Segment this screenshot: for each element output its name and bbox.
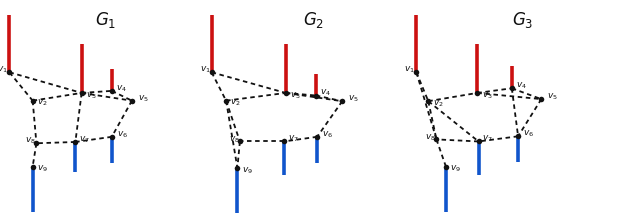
Text: $v_{5}$: $v_{5}$ [348,94,359,104]
Text: $G_2$: $G_2$ [303,10,325,30]
Text: $v_{9}$: $v_{9}$ [37,164,48,174]
Text: $v_{5}$: $v_{5}$ [138,93,148,104]
Text: $v_{4}$: $v_{4}$ [116,83,127,94]
Text: $v_{6}$: $v_{6}$ [117,129,128,140]
Text: $v_{7}$: $v_{7}$ [482,134,493,144]
Text: $v_{1}$: $v_{1}$ [0,65,8,75]
Text: $v_{4}$: $v_{4}$ [516,81,527,91]
Text: $v_{8}$: $v_{8}$ [229,134,239,145]
Text: $v_{8}$: $v_{8}$ [25,136,36,147]
Text: $v_{8}$: $v_{8}$ [425,132,436,143]
Text: $v_{3}$: $v_{3}$ [290,90,301,101]
Text: $v_{2}$: $v_{2}$ [433,98,443,109]
Text: $v_{9}$: $v_{9}$ [242,165,252,176]
Text: $v_{3}$: $v_{3}$ [482,90,492,101]
Text: $v_{5}$: $v_{5}$ [547,92,558,102]
Text: $v_{6}$: $v_{6}$ [322,129,333,140]
Text: $v_{6}$: $v_{6}$ [523,129,534,139]
Text: $v_{7}$: $v_{7}$ [79,134,90,145]
Text: $v_{2}$: $v_{2}$ [230,97,241,108]
Text: $v_{9}$: $v_{9}$ [450,164,461,174]
Text: $v_{4}$: $v_{4}$ [320,88,331,98]
Text: $v_{1}$: $v_{1}$ [200,65,210,75]
Text: $v_{2}$: $v_{2}$ [37,97,48,108]
Text: $v_{1}$: $v_{1}$ [404,65,415,75]
Text: $v_{7}$: $v_{7}$ [288,134,298,144]
Text: $G_1$: $G_1$ [95,10,116,30]
Text: $G_3$: $G_3$ [512,10,533,30]
Text: $v_{3}$: $v_{3}$ [86,90,97,101]
